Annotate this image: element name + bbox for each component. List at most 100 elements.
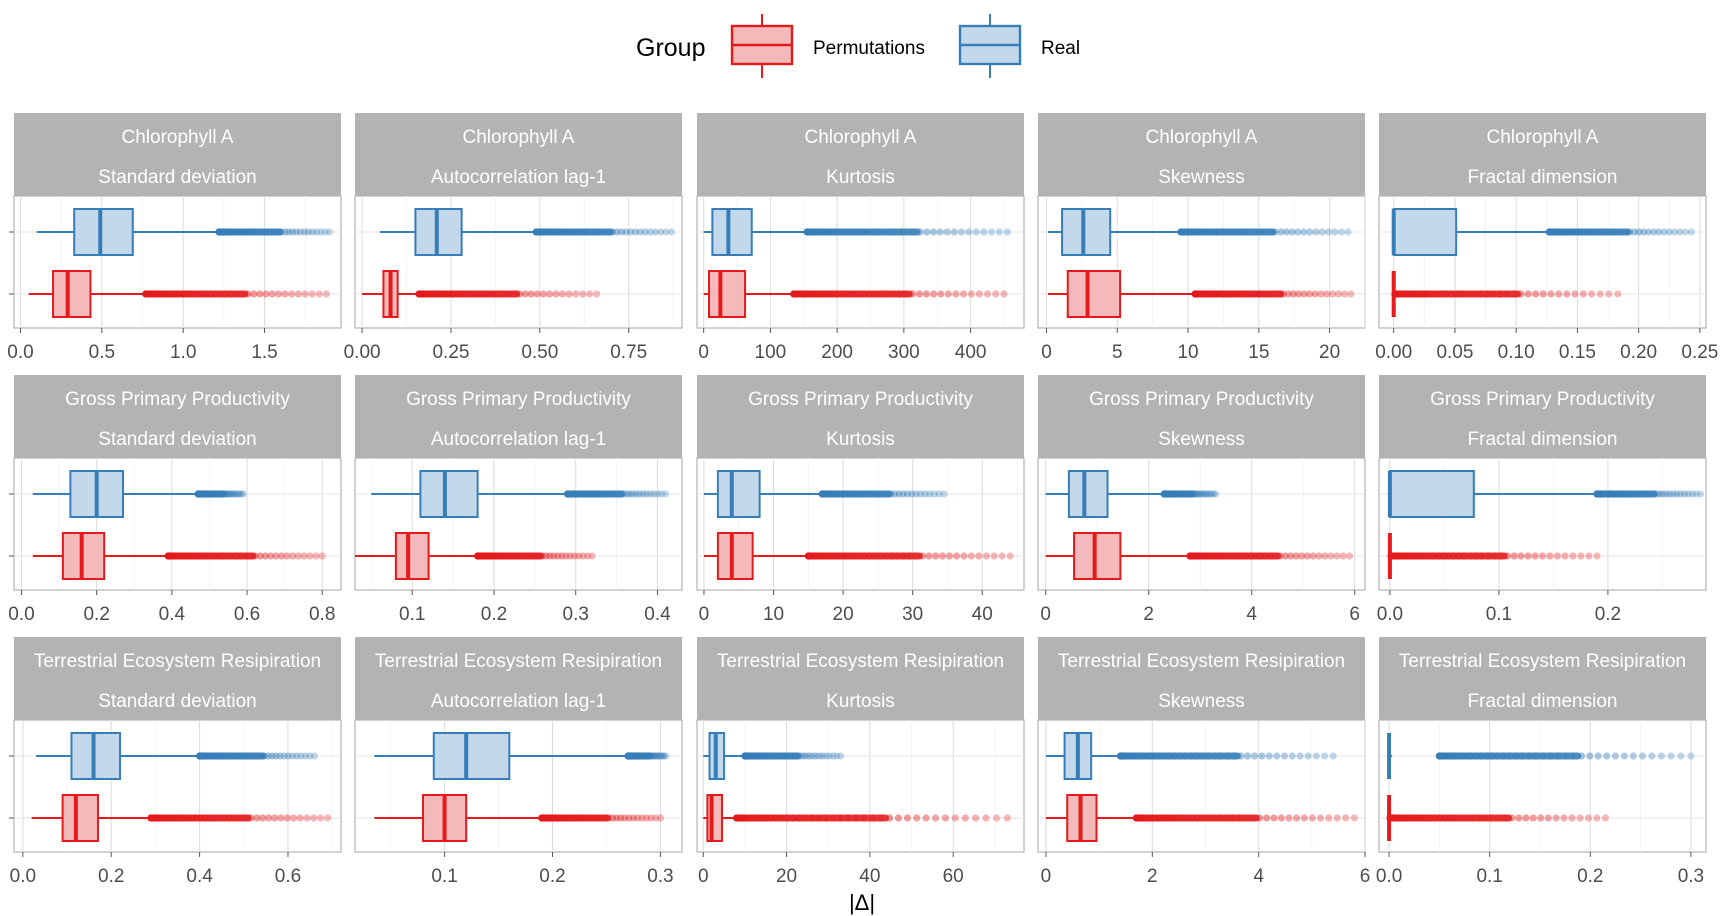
outlier-point	[1688, 490, 1696, 498]
outlier-point	[1696, 490, 1705, 498]
outlier-point	[1281, 552, 1289, 560]
x-tick-label: 0.5	[89, 342, 115, 363]
outlier-point	[636, 490, 644, 498]
outlier-point	[951, 814, 959, 822]
outlier-point	[654, 752, 663, 760]
outlier-point	[609, 814, 617, 822]
strip-label-row: Gross Primary Productivity	[1430, 389, 1655, 410]
outlier-point	[1576, 814, 1584, 822]
box-real	[1045, 732, 1337, 780]
outlier-point	[229, 490, 237, 498]
outlier-point	[952, 290, 960, 298]
outlier-point	[1687, 228, 1695, 236]
x-tick-label: 40	[972, 604, 993, 625]
outlier-point	[1200, 490, 1208, 498]
outlier-point	[293, 752, 301, 760]
outlier-point	[234, 490, 242, 498]
box-permutations	[703, 532, 1014, 580]
outlier-point	[891, 490, 899, 498]
strip-label-row: Gross Primary Productivity	[65, 389, 290, 410]
x-tick-label: 0.2	[1577, 866, 1603, 887]
box-real	[1045, 470, 1220, 518]
outlier-point	[1546, 552, 1554, 560]
outlier-point	[1568, 814, 1576, 822]
legend-label-real: Real	[1041, 38, 1081, 59]
outlier-point	[268, 290, 276, 298]
x-tick-label: 0	[1040, 604, 1051, 625]
iqr-box	[432, 732, 511, 780]
outlier-point	[1309, 552, 1317, 560]
box-permutations	[374, 794, 665, 842]
x-tick-label: 0.75	[610, 342, 647, 363]
outlier-point	[237, 490, 246, 498]
outlier-point	[1531, 552, 1539, 560]
x-tick-label: 0.0	[10, 866, 36, 887]
outlier-point	[1333, 814, 1341, 822]
strip-label-col: Skewness	[1158, 167, 1245, 188]
iqr-box	[52, 270, 92, 318]
outlier-point	[575, 552, 583, 560]
outlier-point	[646, 228, 654, 236]
box-permutations	[1386, 795, 1609, 841]
outlier-point	[272, 552, 280, 560]
panel-0-3: Chlorophyll A Skewness 0 5 10 15 20	[1037, 113, 1366, 363]
outlier-point	[550, 552, 558, 560]
outlier-point	[1547, 290, 1555, 298]
outlier-point	[1312, 228, 1320, 236]
panel-2-0: Terrestrial Ecosystem Resipiration Standa…	[9, 637, 342, 887]
outlier-point	[1569, 552, 1577, 560]
x-tick-label: 20	[776, 866, 797, 887]
outlier-point	[1531, 290, 1540, 298]
outlier-point	[943, 228, 951, 236]
outlier-point	[1204, 490, 1212, 498]
box-real	[703, 732, 845, 780]
outlier-point	[1308, 814, 1317, 822]
outlier-point	[1682, 228, 1690, 236]
outlier-point	[822, 752, 830, 760]
outlier-point	[959, 290, 968, 298]
strip-label-col: Autocorrelation lag-1	[431, 167, 606, 188]
outlier-point	[1194, 490, 1203, 498]
outlier-point	[1265, 752, 1273, 760]
x-tick-label: 0.2	[481, 604, 507, 625]
outlier-point	[967, 552, 975, 560]
outlier-point	[250, 290, 258, 298]
outlier-point	[929, 290, 938, 298]
x-tick-label: 0.3	[563, 604, 589, 625]
outlier-point	[296, 814, 304, 822]
outlier-point	[264, 752, 272, 760]
x-tick-label: 0.1	[1486, 604, 1512, 625]
box-real	[703, 470, 948, 518]
outlier-point	[288, 752, 296, 760]
outlier-point	[945, 552, 954, 560]
outlier-point	[521, 290, 529, 298]
outlier-point	[1277, 814, 1285, 822]
outlier-point	[1662, 490, 1670, 498]
x-tick-label: 30	[902, 604, 923, 625]
outlier-point	[1311, 290, 1319, 298]
outlier-point	[292, 228, 300, 236]
outlier-point	[650, 752, 659, 760]
outlier-point	[631, 228, 640, 236]
outlier-point	[913, 814, 921, 822]
outlier-point	[1318, 228, 1326, 236]
outlier-point	[1328, 290, 1337, 298]
legend-title: Group	[636, 34, 706, 62]
outlier-point	[1337, 228, 1345, 236]
outlier-point	[653, 752, 661, 760]
outlier-point	[627, 228, 635, 236]
outlier-point	[1212, 490, 1220, 498]
x-tick-label: 400	[955, 342, 987, 363]
x-tick-label: 4	[1253, 866, 1264, 887]
outlier-point	[837, 752, 845, 760]
strip-label-row: Chlorophyll A	[805, 127, 917, 148]
outlier-point	[613, 228, 621, 236]
outlier-point	[306, 552, 314, 560]
outlier-point	[1003, 814, 1011, 822]
outlier-point	[1585, 552, 1593, 560]
outlier-point	[1601, 814, 1609, 822]
panel-0-4: Chlorophyll A Fractal dimension 0.00 0.05 0.…	[1375, 113, 1718, 363]
x-tick-label: 4	[1246, 604, 1257, 625]
outlier-point	[651, 228, 660, 236]
outlier-point	[1614, 290, 1622, 298]
